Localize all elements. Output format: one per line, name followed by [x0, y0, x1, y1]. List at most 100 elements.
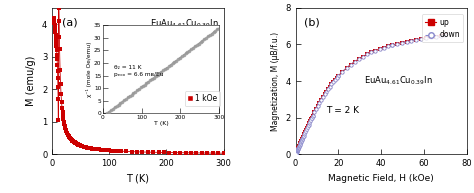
Point [388, 44, 396, 47]
Point [295, 146, 302, 149]
Point [301, 130, 309, 133]
Point [403, 40, 410, 43]
Point [53, 40, 60, 43]
Point [176, 151, 184, 154]
Point [51, 23, 58, 26]
Point [294, 147, 302, 150]
Point [76, 144, 84, 147]
Point [292, 153, 300, 156]
Point [310, 111, 318, 114]
Point [292, 152, 300, 155]
Point [437, 34, 445, 37]
Point [55, 118, 62, 121]
Point [293, 149, 301, 152]
Point [53, 53, 61, 56]
Point [308, 116, 316, 119]
Point [64, 133, 72, 136]
Point [71, 141, 79, 144]
Point [303, 127, 310, 130]
Point [56, 47, 64, 51]
Point [331, 78, 339, 81]
Point [54, 58, 61, 61]
Point [72, 141, 79, 144]
Point [309, 114, 317, 118]
Point [319, 95, 327, 98]
Point [292, 153, 299, 156]
Point [54, 63, 61, 66]
Point [63, 130, 70, 133]
Point [60, 121, 68, 124]
Point [309, 114, 317, 118]
Point [306, 121, 313, 124]
Point [149, 151, 157, 154]
Point [326, 85, 334, 88]
Point [309, 114, 317, 118]
Point [65, 134, 73, 137]
Point [53, 49, 61, 52]
X-axis label: Magnetic Field, H (kOe): Magnetic Field, H (kOe) [328, 174, 434, 183]
Point [292, 152, 300, 155]
Point [297, 141, 305, 144]
Point [307, 118, 315, 121]
Point [292, 151, 300, 154]
Point [182, 151, 190, 154]
Point [296, 143, 303, 146]
Point [58, 106, 66, 109]
Point [324, 87, 332, 91]
Point [297, 141, 305, 144]
Point [63, 130, 70, 133]
Point [323, 90, 330, 93]
Point [380, 46, 387, 49]
Point [295, 145, 302, 148]
Point [49, 16, 57, 19]
Point [310, 111, 318, 114]
Point [298, 139, 305, 142]
Text: (b): (b) [304, 18, 320, 28]
Point [314, 104, 321, 108]
Point [347, 63, 355, 66]
Point [214, 152, 222, 155]
Point [74, 143, 82, 146]
Point [367, 51, 375, 54]
Point [89, 147, 96, 150]
Point [90, 147, 98, 150]
Point [355, 57, 363, 60]
Point [65, 135, 73, 139]
Point [388, 44, 396, 47]
Point [328, 83, 335, 86]
Point [110, 149, 118, 152]
Point [133, 150, 141, 153]
Point [187, 151, 195, 154]
Point [102, 149, 109, 152]
Point [55, 6, 63, 9]
Point [422, 36, 430, 40]
Point [97, 148, 104, 151]
Point [351, 60, 359, 63]
Point [319, 95, 327, 98]
Point [51, 25, 59, 29]
Point [335, 74, 342, 78]
Point [104, 149, 111, 152]
Point [305, 123, 312, 126]
Point [329, 80, 337, 84]
Point [51, 22, 58, 25]
Point [384, 45, 392, 48]
Point [54, 76, 62, 80]
Point [372, 49, 379, 52]
Point [333, 76, 340, 80]
Legend: up, down: up, down [422, 14, 463, 42]
Point [95, 148, 103, 151]
Point [329, 80, 337, 84]
Point [77, 144, 84, 147]
Point [304, 125, 311, 128]
Point [300, 134, 307, 137]
Point [293, 150, 301, 153]
Point [99, 148, 106, 151]
Point [93, 148, 101, 151]
Point [83, 146, 91, 149]
Point [432, 35, 439, 38]
Point [412, 38, 420, 41]
Point [292, 152, 300, 155]
Point [294, 148, 301, 151]
Point [333, 76, 340, 80]
